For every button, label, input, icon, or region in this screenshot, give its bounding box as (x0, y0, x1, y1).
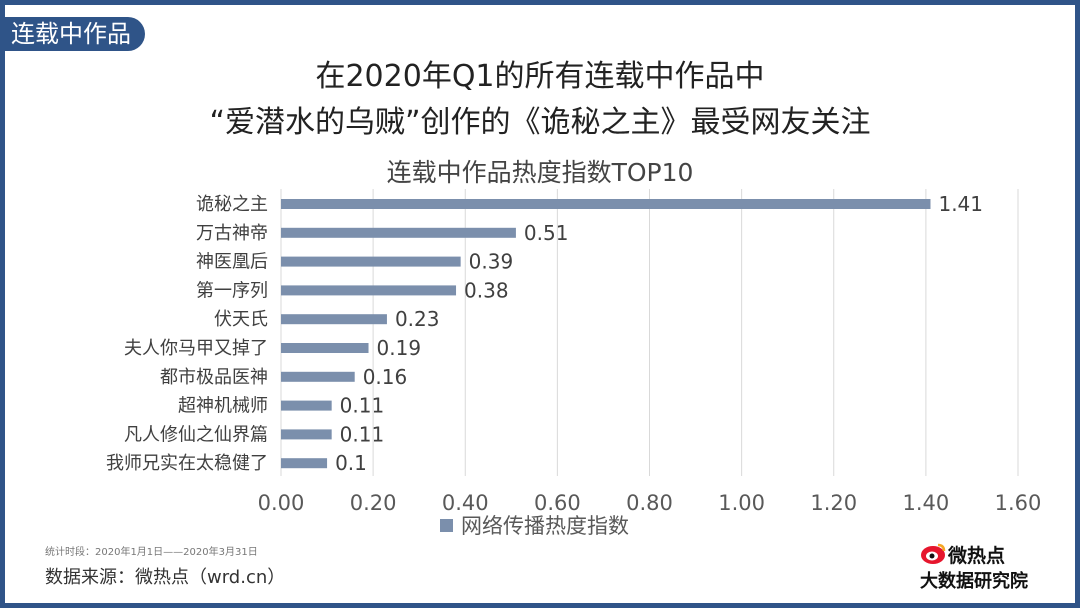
bar (281, 400, 332, 411)
chart-legend: 网络传播热度指数 (440, 510, 629, 540)
data-label: 0.19 (377, 336, 422, 360)
x-tick-label: 0.40 (442, 491, 489, 515)
category-label: 第一序列 (196, 280, 268, 301)
category-label: 神医凰后 (196, 252, 268, 273)
bar (281, 314, 387, 325)
x-tick-label: 1.20 (810, 491, 857, 515)
x-tick-label: 0.20 (350, 491, 397, 515)
data-label: 0.11 (340, 394, 385, 418)
bar (281, 343, 369, 353)
category-label: 诡秘之主 (196, 194, 268, 215)
data-label: 0.11 (340, 422, 385, 446)
bar (281, 199, 931, 209)
x-tick-label: 1.00 (718, 491, 765, 515)
data-label: 0.38 (464, 278, 509, 302)
bar (281, 256, 461, 267)
data-label: 0.39 (469, 250, 514, 274)
period-note: 统计时段：2020年1月1日——2020年3月31日 (45, 547, 258, 558)
data-label: 0.16 (363, 365, 408, 389)
data-source: 数据来源：微热点（wrd.cn） (45, 567, 286, 588)
slide-frame: 连载中作品 在2020年Q1的所有连载中作品中 “爱潜水的乌贼”创作的《诡秘之主… (5, 5, 1075, 603)
category-label: 超神机械师 (178, 396, 268, 417)
category-label: 都市极品医神 (160, 367, 268, 388)
category-label: 伏天氏 (214, 309, 268, 330)
section-tag: 连载中作品 (5, 17, 145, 51)
category-label: 夫人你马甲又掉了 (124, 338, 268, 359)
logo-name: 微热点 (948, 545, 1006, 567)
chart-title: 连载中作品热度指数TOP10 (386, 158, 694, 187)
category-label: 凡人修仙之仙界篇 (124, 424, 268, 445)
bar (281, 458, 328, 469)
x-tick-label: 0.00 (258, 491, 305, 515)
weibo-eye-icon (921, 543, 946, 564)
legend-swatch (440, 518, 453, 532)
brand-logo: 微热点 大数据研究院 (920, 541, 1060, 593)
bar (281, 429, 332, 440)
data-label: 0.51 (524, 221, 569, 245)
data-label: 0.23 (395, 307, 440, 331)
headline-line-1: 在2020年Q1的所有连载中作品中 (315, 59, 765, 94)
data-label: 1.41 (938, 192, 983, 216)
legend-label: 网络传播热度指数 (461, 514, 629, 538)
category-label: 我师兄实在太稳健了 (106, 453, 268, 474)
headline-line-2: “爱潜水的乌贼”创作的《诡秘之主》最受网友关注 (209, 105, 871, 140)
logo-subtitle: 大数据研究院 (920, 571, 1028, 592)
category-label: 万古神帝 (196, 223, 268, 244)
bar (281, 285, 457, 296)
x-tick-label: 0.60 (534, 491, 581, 515)
bar (281, 371, 355, 382)
x-tick-label: 0.80 (626, 491, 673, 515)
x-tick-label: 1.40 (902, 491, 949, 515)
bar (281, 227, 516, 238)
x-tick-label: 1.60 (995, 491, 1042, 515)
data-label: 0.1 (335, 451, 367, 475)
